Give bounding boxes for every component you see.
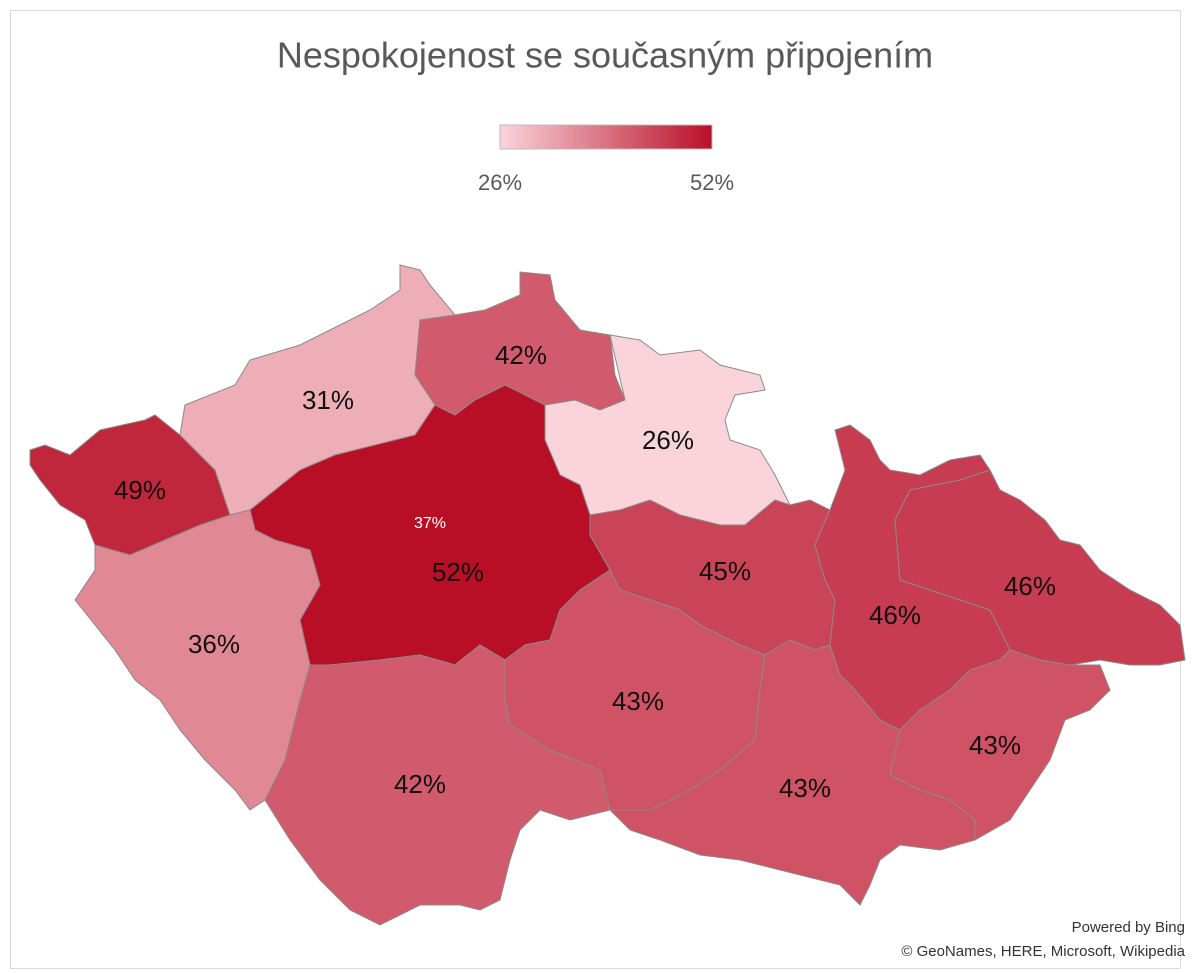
- region-value-label: 43%: [612, 686, 664, 716]
- region-value-label: 31%: [302, 385, 354, 415]
- regions: [29, 264, 1186, 926]
- region-value-label: 46%: [1004, 571, 1056, 601]
- legend-max-label: 52%: [690, 170, 734, 195]
- region: [894, 469, 1186, 666]
- attribution-sources: © GeoNames, HERE, Microsoft, Wikipedia: [901, 943, 1185, 960]
- region-value-label: 42%: [495, 340, 547, 370]
- chart-title: Nespokojenost se současným připojením: [277, 35, 933, 76]
- region-value-label: 37%: [414, 515, 446, 532]
- region-value-label: 43%: [779, 773, 831, 803]
- legend-min-label: 26%: [478, 170, 522, 195]
- color-legend: [499, 124, 713, 150]
- region-value-label: 46%: [869, 600, 921, 630]
- region-value-label: 43%: [969, 730, 1021, 760]
- attribution-bing: Powered by Bing: [1072, 919, 1185, 936]
- region: [889, 649, 1111, 841]
- region-value-label: 45%: [699, 556, 751, 586]
- region: [264, 644, 611, 926]
- region-value-label: 49%: [114, 475, 166, 505]
- region-value-label: 42%: [394, 769, 446, 799]
- region-labels: 49% 31% 42% 26% 37% 52% 36% 42% 45% 43% 43% 46% 46% 4…: [114, 340, 1056, 803]
- region-value-label: 52%: [432, 557, 484, 587]
- region-value-label: 36%: [188, 629, 240, 659]
- region-value-label: 26%: [642, 425, 694, 455]
